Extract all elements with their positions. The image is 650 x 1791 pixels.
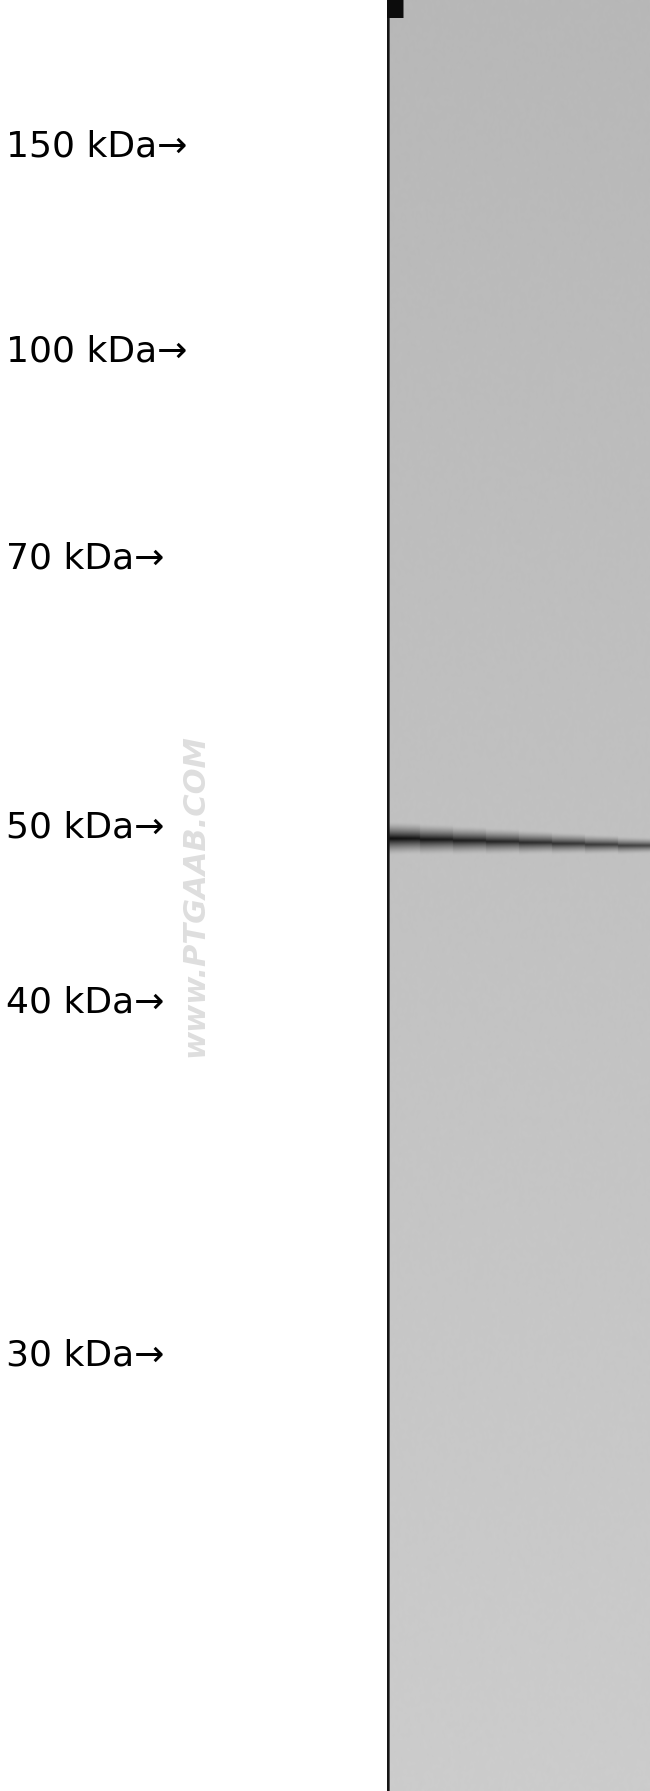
- Text: 30 kDa→: 30 kDa→: [6, 1340, 165, 1372]
- Text: 40 kDa→: 40 kDa→: [6, 987, 165, 1019]
- Text: 50 kDa→: 50 kDa→: [6, 811, 165, 844]
- Text: 100 kDa→: 100 kDa→: [6, 335, 188, 367]
- Text: 150 kDa→: 150 kDa→: [6, 131, 188, 163]
- Text: www.PTGAAB.COM: www.PTGAAB.COM: [181, 734, 209, 1057]
- Text: 70 kDa→: 70 kDa→: [6, 543, 165, 575]
